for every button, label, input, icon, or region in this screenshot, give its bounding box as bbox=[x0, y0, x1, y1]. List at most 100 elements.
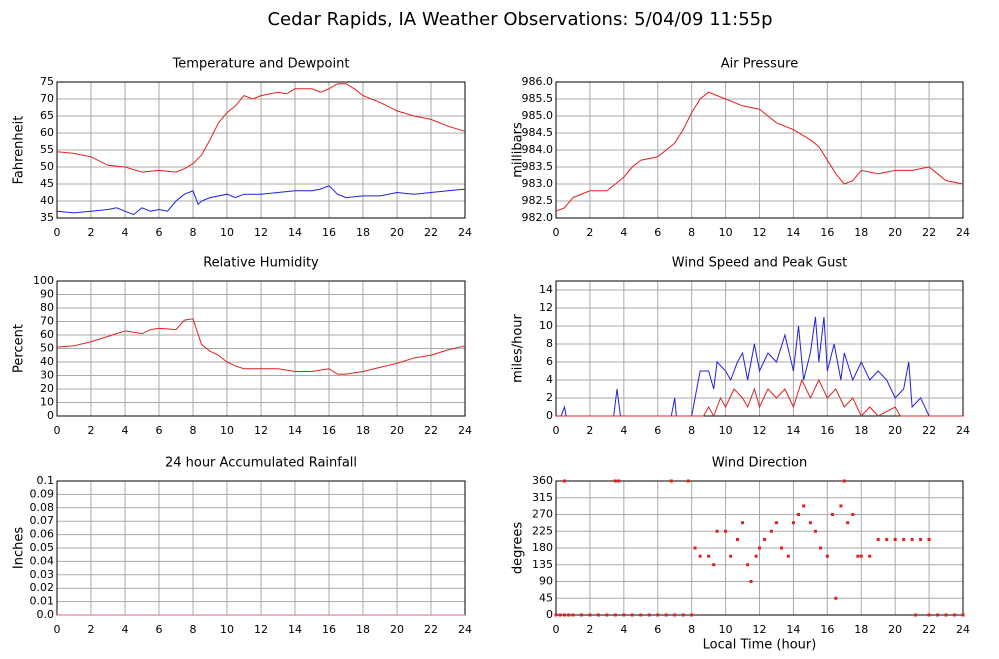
data-point bbox=[605, 613, 609, 617]
data-point bbox=[707, 554, 711, 558]
x-tick-label: 4 bbox=[620, 623, 627, 636]
x-tick-label: 4 bbox=[122, 226, 129, 239]
x-tick-label: 8 bbox=[190, 623, 197, 636]
x-tick-label: 14 bbox=[786, 226, 800, 239]
y-tick-label: 60 bbox=[40, 126, 54, 139]
x-tick-label: 12 bbox=[753, 226, 767, 239]
data-point bbox=[856, 554, 860, 558]
x-tick-label: 12 bbox=[254, 226, 268, 239]
chart-title: 24 hour Accumulated Rainfall bbox=[165, 456, 357, 471]
data-point bbox=[656, 613, 660, 617]
chart-title: Wind Speed and Peak Gust bbox=[672, 256, 847, 271]
y-tick-label: 70 bbox=[40, 92, 54, 105]
data-point bbox=[876, 537, 880, 541]
x-tick-label: 18 bbox=[854, 623, 868, 636]
y-tick-label: 0 bbox=[546, 409, 553, 422]
x-tick-label: 18 bbox=[356, 623, 370, 636]
y-tick-label: 8 bbox=[546, 337, 553, 350]
data-point bbox=[813, 529, 817, 533]
y-axis-label: millibars bbox=[511, 122, 526, 178]
data-point bbox=[681, 613, 685, 617]
plot-border bbox=[56, 280, 466, 417]
data-point bbox=[902, 537, 906, 541]
data-point bbox=[558, 613, 562, 617]
y-tick-label: 4 bbox=[546, 373, 553, 386]
x-tick-label: 6 bbox=[156, 226, 163, 239]
y-tick-label: 12 bbox=[539, 301, 553, 314]
data-point bbox=[630, 613, 634, 617]
x-tick-label: 24 bbox=[458, 424, 472, 437]
data-point bbox=[758, 546, 761, 550]
x-tick-label: 16 bbox=[820, 424, 834, 437]
y-tick-label: 14 bbox=[539, 283, 553, 296]
data-point bbox=[735, 537, 739, 541]
x-tick-label: 16 bbox=[820, 226, 834, 239]
y-tick-label: 90 bbox=[539, 575, 553, 588]
data-point bbox=[936, 613, 940, 617]
data-point bbox=[617, 479, 621, 483]
x-tick-label: 10 bbox=[719, 226, 733, 239]
y-tick-label: 40 bbox=[40, 355, 54, 368]
data-line bbox=[56, 185, 466, 216]
y-tick-label: 984.0 bbox=[522, 143, 554, 156]
y-tick-label: 0.05 bbox=[30, 541, 55, 554]
y-tick-label: 982.5 bbox=[522, 194, 554, 207]
data-point bbox=[647, 613, 651, 617]
y-tick-label: 2 bbox=[546, 391, 553, 404]
data-point bbox=[715, 529, 719, 533]
y-tick-label: 983.5 bbox=[522, 160, 554, 173]
data-point bbox=[919, 537, 923, 541]
x-tick-label: 16 bbox=[820, 623, 834, 636]
y-tick-label: 315 bbox=[532, 491, 553, 504]
x-tick-label: 18 bbox=[356, 226, 370, 239]
data-point bbox=[690, 613, 694, 617]
x-tick-label: 10 bbox=[719, 424, 733, 437]
data-point bbox=[834, 596, 838, 600]
x-tick-label: 18 bbox=[854, 424, 868, 437]
data-point bbox=[944, 613, 948, 617]
y-tick-label: 0.08 bbox=[30, 501, 55, 514]
data-point bbox=[596, 613, 600, 617]
data-point bbox=[914, 613, 918, 617]
x-tick-label: 14 bbox=[288, 226, 302, 239]
x-tick-label: 24 bbox=[956, 623, 970, 636]
data-point bbox=[724, 529, 728, 533]
y-tick-label: 984.5 bbox=[522, 126, 554, 139]
x-tick-label: 22 bbox=[424, 226, 438, 239]
data-point bbox=[927, 613, 931, 617]
data-line bbox=[556, 378, 963, 418]
y-tick-label: 0.09 bbox=[30, 487, 55, 500]
chart-title: Temperature and Dewpoint bbox=[172, 57, 350, 72]
data-point bbox=[639, 613, 643, 617]
data-point bbox=[698, 554, 702, 558]
y-tick-label: 360 bbox=[532, 474, 553, 487]
x-tick-label: 12 bbox=[753, 623, 767, 636]
data-point bbox=[830, 513, 834, 516]
y-axis-label: degrees bbox=[511, 522, 526, 575]
data-point bbox=[567, 613, 571, 617]
y-tick-label: 100 bbox=[33, 274, 54, 287]
y-tick-label: 985.0 bbox=[522, 109, 554, 122]
x-tick-label: 2 bbox=[88, 623, 95, 636]
data-point bbox=[729, 554, 733, 558]
x-tick-label: 6 bbox=[156, 623, 163, 636]
y-tick-label: 80 bbox=[40, 301, 54, 314]
data-point bbox=[673, 613, 677, 617]
x-tick-label: 8 bbox=[688, 623, 695, 636]
x-tick-label: 8 bbox=[190, 424, 197, 437]
data-point bbox=[780, 546, 784, 550]
x-tick-label: 12 bbox=[254, 424, 268, 437]
data-point bbox=[749, 580, 753, 583]
data-point bbox=[613, 479, 617, 483]
x-tick-label: 16 bbox=[322, 424, 336, 437]
data-point bbox=[868, 554, 872, 558]
y-tick-label: 0.04 bbox=[30, 554, 55, 567]
data-point bbox=[839, 504, 843, 508]
plot-border bbox=[555, 480, 964, 616]
x-tick-label: 4 bbox=[620, 226, 627, 239]
x-tick-label: 18 bbox=[356, 424, 370, 437]
data-point bbox=[763, 537, 767, 541]
x-tick-label: 24 bbox=[458, 226, 472, 239]
chart-title: Wind Direction bbox=[712, 456, 808, 471]
y-tick-label: 982.0 bbox=[522, 211, 554, 224]
